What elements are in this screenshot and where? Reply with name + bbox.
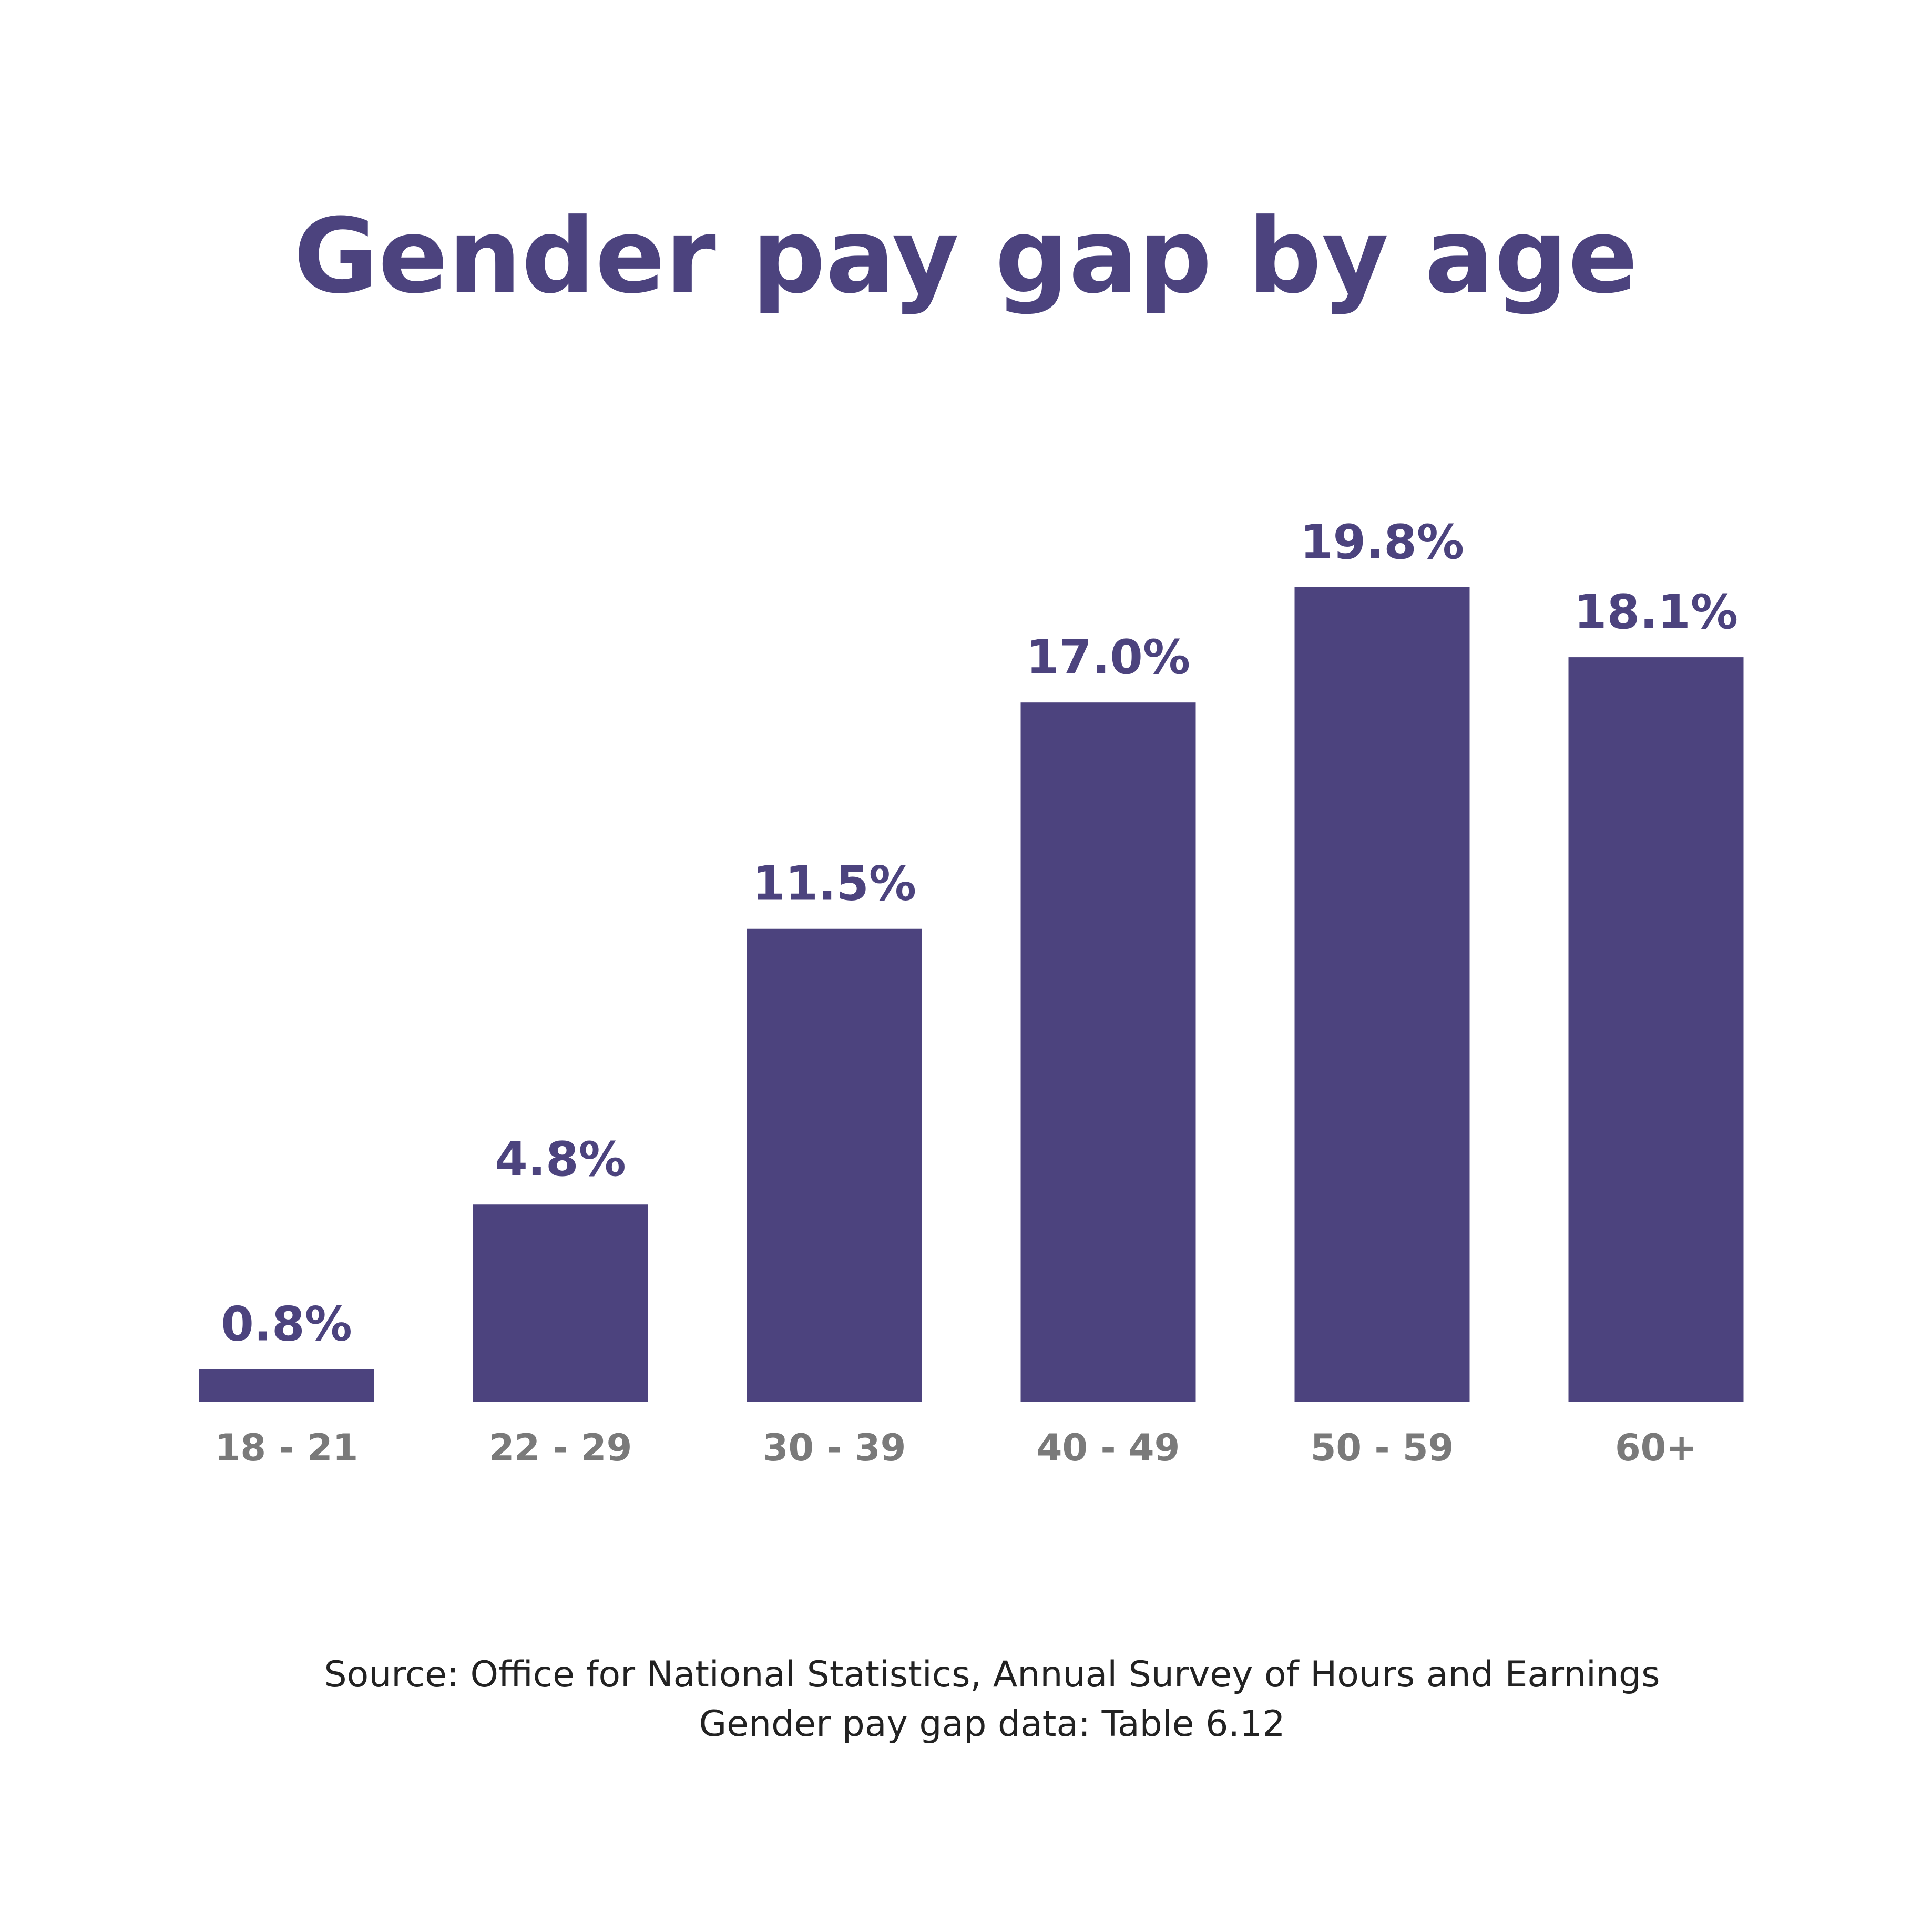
value-label: 11.5% xyxy=(752,856,916,912)
x-tick-label: 18 - 21 xyxy=(215,1426,359,1469)
bar-30-39 xyxy=(747,928,922,1402)
bar-40-49 xyxy=(1020,702,1196,1402)
value-label: 19.8% xyxy=(1300,515,1464,570)
x-tick-label: 50 - 59 xyxy=(1311,1426,1454,1469)
x-tick-label: 30 - 39 xyxy=(763,1426,906,1469)
bars-group xyxy=(199,587,1744,1402)
source-line-1: Source: Office for National Statistics, … xyxy=(324,1654,1660,1695)
value-label: 18.1% xyxy=(1574,585,1738,640)
value-label: 4.8% xyxy=(495,1132,626,1187)
bar-18-21 xyxy=(199,1369,374,1402)
x-tick-label: 22 - 29 xyxy=(489,1426,632,1469)
chart-title: Gender pay gap by age xyxy=(294,197,1638,316)
bar-50-59 xyxy=(1294,587,1470,1402)
x-tick-label: 40 - 49 xyxy=(1037,1426,1180,1469)
bar-60 xyxy=(1568,657,1744,1402)
value-label: 17.0% xyxy=(1026,630,1190,685)
source-line-2: Gender pay gap data: Table 6.12 xyxy=(699,1703,1285,1745)
value-label: 0.8% xyxy=(221,1296,352,1352)
value-labels-group: 0.8% 4.8% 11.5% 17.0% 19.8% 18.1% xyxy=(221,515,1738,1352)
x-tick-label: 60+ xyxy=(1615,1426,1697,1469)
x-axis-tick-labels: 18 - 21 22 - 29 30 - 39 40 - 49 50 - 59 60+ xyxy=(215,1426,1697,1469)
bar-22-29 xyxy=(473,1204,648,1402)
